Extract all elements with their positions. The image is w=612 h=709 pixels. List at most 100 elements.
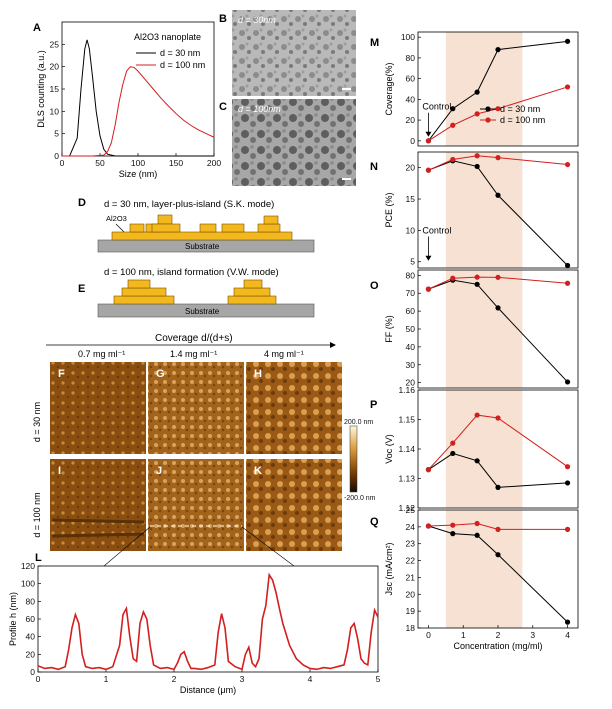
zoom-line-left — [103, 526, 151, 567]
y-tick-label: 40 — [406, 342, 416, 352]
y-tick-label: 60 — [406, 74, 416, 84]
data-point — [564, 464, 571, 470]
data-point — [450, 156, 456, 163]
y-tick-label: 100 — [401, 32, 415, 42]
y-tick-label: 0 — [30, 667, 35, 677]
coverage-title: Coverage d/(d+s) — [155, 333, 233, 344]
data-point — [474, 532, 480, 538]
data-point — [474, 412, 480, 418]
schematic-d-title: d = 30 nm, layer-plus-island (S.K. mode) — [104, 199, 274, 210]
y-tick-label: 0 — [54, 151, 59, 161]
y-tick-label: 19 — [406, 606, 416, 616]
y-tick-label: 15 — [406, 194, 416, 204]
data-point — [474, 281, 480, 287]
schematic-e-title: d = 100 nm, island formation (V.W. mode) — [104, 267, 279, 278]
data-point — [564, 280, 571, 286]
y-tick-label: 70 — [406, 288, 416, 298]
x-tick-label: 50 — [95, 158, 105, 168]
plot-frame — [417, 151, 579, 269]
x-tick-label: 5 — [376, 674, 381, 684]
schematic-d: d = 30 nm, layer-plus-island (S.K. mode)… — [97, 199, 315, 253]
data-point — [450, 522, 456, 528]
y-tick-label: 25 — [50, 39, 60, 49]
concentration-label-3: 4 mg ml⁻¹ — [264, 349, 304, 359]
panel-letter-j: J — [156, 465, 162, 477]
y-tick-label: 5 — [410, 257, 415, 267]
tem-c-label: d = 100nm — [238, 104, 281, 114]
control-annotation: Control — [422, 102, 451, 112]
concentration-label-2: 1.4 mg ml⁻¹ — [170, 349, 217, 359]
data-point — [474, 520, 480, 527]
data-point — [425, 138, 432, 144]
substrate-label-d: Substrate — [185, 242, 220, 251]
schematic-e: d = 100 nm, island formation (V.W. mode)… — [97, 267, 315, 318]
y-tick-label: 10 — [406, 225, 416, 235]
coverage-chart: 0 20 40 60 80 100 Coverage(%) Control d = 30 nmd… — [384, 31, 579, 147]
data-point — [450, 106, 456, 112]
tem-b-label: d = 30nm — [238, 15, 276, 25]
data-point — [474, 89, 480, 95]
y-tick-label: 100 — [21, 579, 35, 589]
legend-marker-2 — [485, 117, 491, 123]
al2o3-layer-d — [111, 214, 293, 241]
y-tick-label: 30 — [406, 360, 416, 370]
data-point — [495, 526, 501, 532]
data-point — [495, 484, 501, 490]
legend-label-1: d = 30 nm — [160, 48, 200, 58]
pce-chart: 5 10 15 20 PCE (%) Control — [384, 151, 579, 269]
x-tick-label: 3 — [530, 630, 535, 640]
y-tick-label: 25 — [406, 505, 416, 515]
x-axis-label: Concentration (mg/ml) — [453, 641, 542, 651]
data-point — [474, 458, 480, 464]
data-point — [495, 47, 501, 53]
x-tick-label: 0 — [36, 674, 41, 684]
y-axis-label: DLS counting (a.u.) — [36, 50, 46, 128]
y-tick-label: 24 — [406, 522, 416, 532]
x-tick-label: 4 — [308, 674, 313, 684]
panel-letter-p: P — [370, 399, 377, 411]
data-point — [564, 161, 571, 168]
y-tick-label: 80 — [406, 270, 416, 280]
control-arrowhead — [425, 255, 432, 261]
x-tick-label: 1 — [461, 630, 466, 640]
legend-label-2: d = 100 nm — [160, 60, 205, 70]
x-tick-label: 100 — [131, 158, 145, 168]
y-tick-label: 40 — [406, 94, 416, 104]
y-axis-label: PCE (%) — [384, 192, 394, 227]
legend-title-a: Al2O3 nanoplate — [134, 32, 201, 42]
panel-letter-e: E — [78, 283, 85, 295]
series-line-1 — [62, 39, 214, 157]
legend-marker-1 — [485, 106, 491, 112]
data-point — [474, 163, 480, 170]
x-tick-label: 3 — [240, 674, 245, 684]
control-annotation: Control — [422, 226, 451, 236]
data-point — [450, 275, 456, 281]
plot-frame — [61, 21, 215, 157]
y-tick-label: 21 — [406, 572, 416, 582]
y-tick-label: 80 — [406, 53, 416, 63]
y-tick-label: 18 — [406, 623, 416, 633]
x-tick-label: 0 — [60, 158, 65, 168]
y-tick-label: 50 — [406, 324, 416, 334]
y-tick-label: 20 — [406, 378, 416, 388]
profile-chart: 0 20 40 60 80 100 120 0 1 2 3 4 5 Profile h (nm) Dista… — [8, 561, 381, 695]
x-axis-label: Size (nm) — [119, 169, 158, 179]
y-tick-label: 20 — [50, 62, 60, 72]
y-axis-label: FF (%) — [384, 315, 394, 343]
y-axis-label: Jsc (mA/cm²) — [384, 543, 394, 596]
data-point — [564, 526, 571, 532]
tem-image-c: d = 100nm — [232, 99, 356, 186]
coverage-arrowhead — [330, 342, 336, 348]
y-tick-label: 1.15 — [398, 415, 415, 425]
shaded-region — [445, 510, 523, 628]
afm-image-h — [246, 362, 342, 454]
substrate-label-e: Substrate — [185, 307, 220, 316]
control-arrowhead — [425, 131, 432, 137]
data-point — [450, 440, 456, 446]
y-tick-label: 1.14 — [398, 444, 415, 454]
voc-chart: 1.12 1.13 1.14 1.15 1.16 Voc (V) — [384, 385, 579, 513]
scale-bar-c — [342, 178, 351, 180]
panel-letter-i: I — [58, 465, 61, 477]
afm-image-g — [148, 362, 244, 454]
x-tick-label: 4 — [565, 630, 570, 640]
